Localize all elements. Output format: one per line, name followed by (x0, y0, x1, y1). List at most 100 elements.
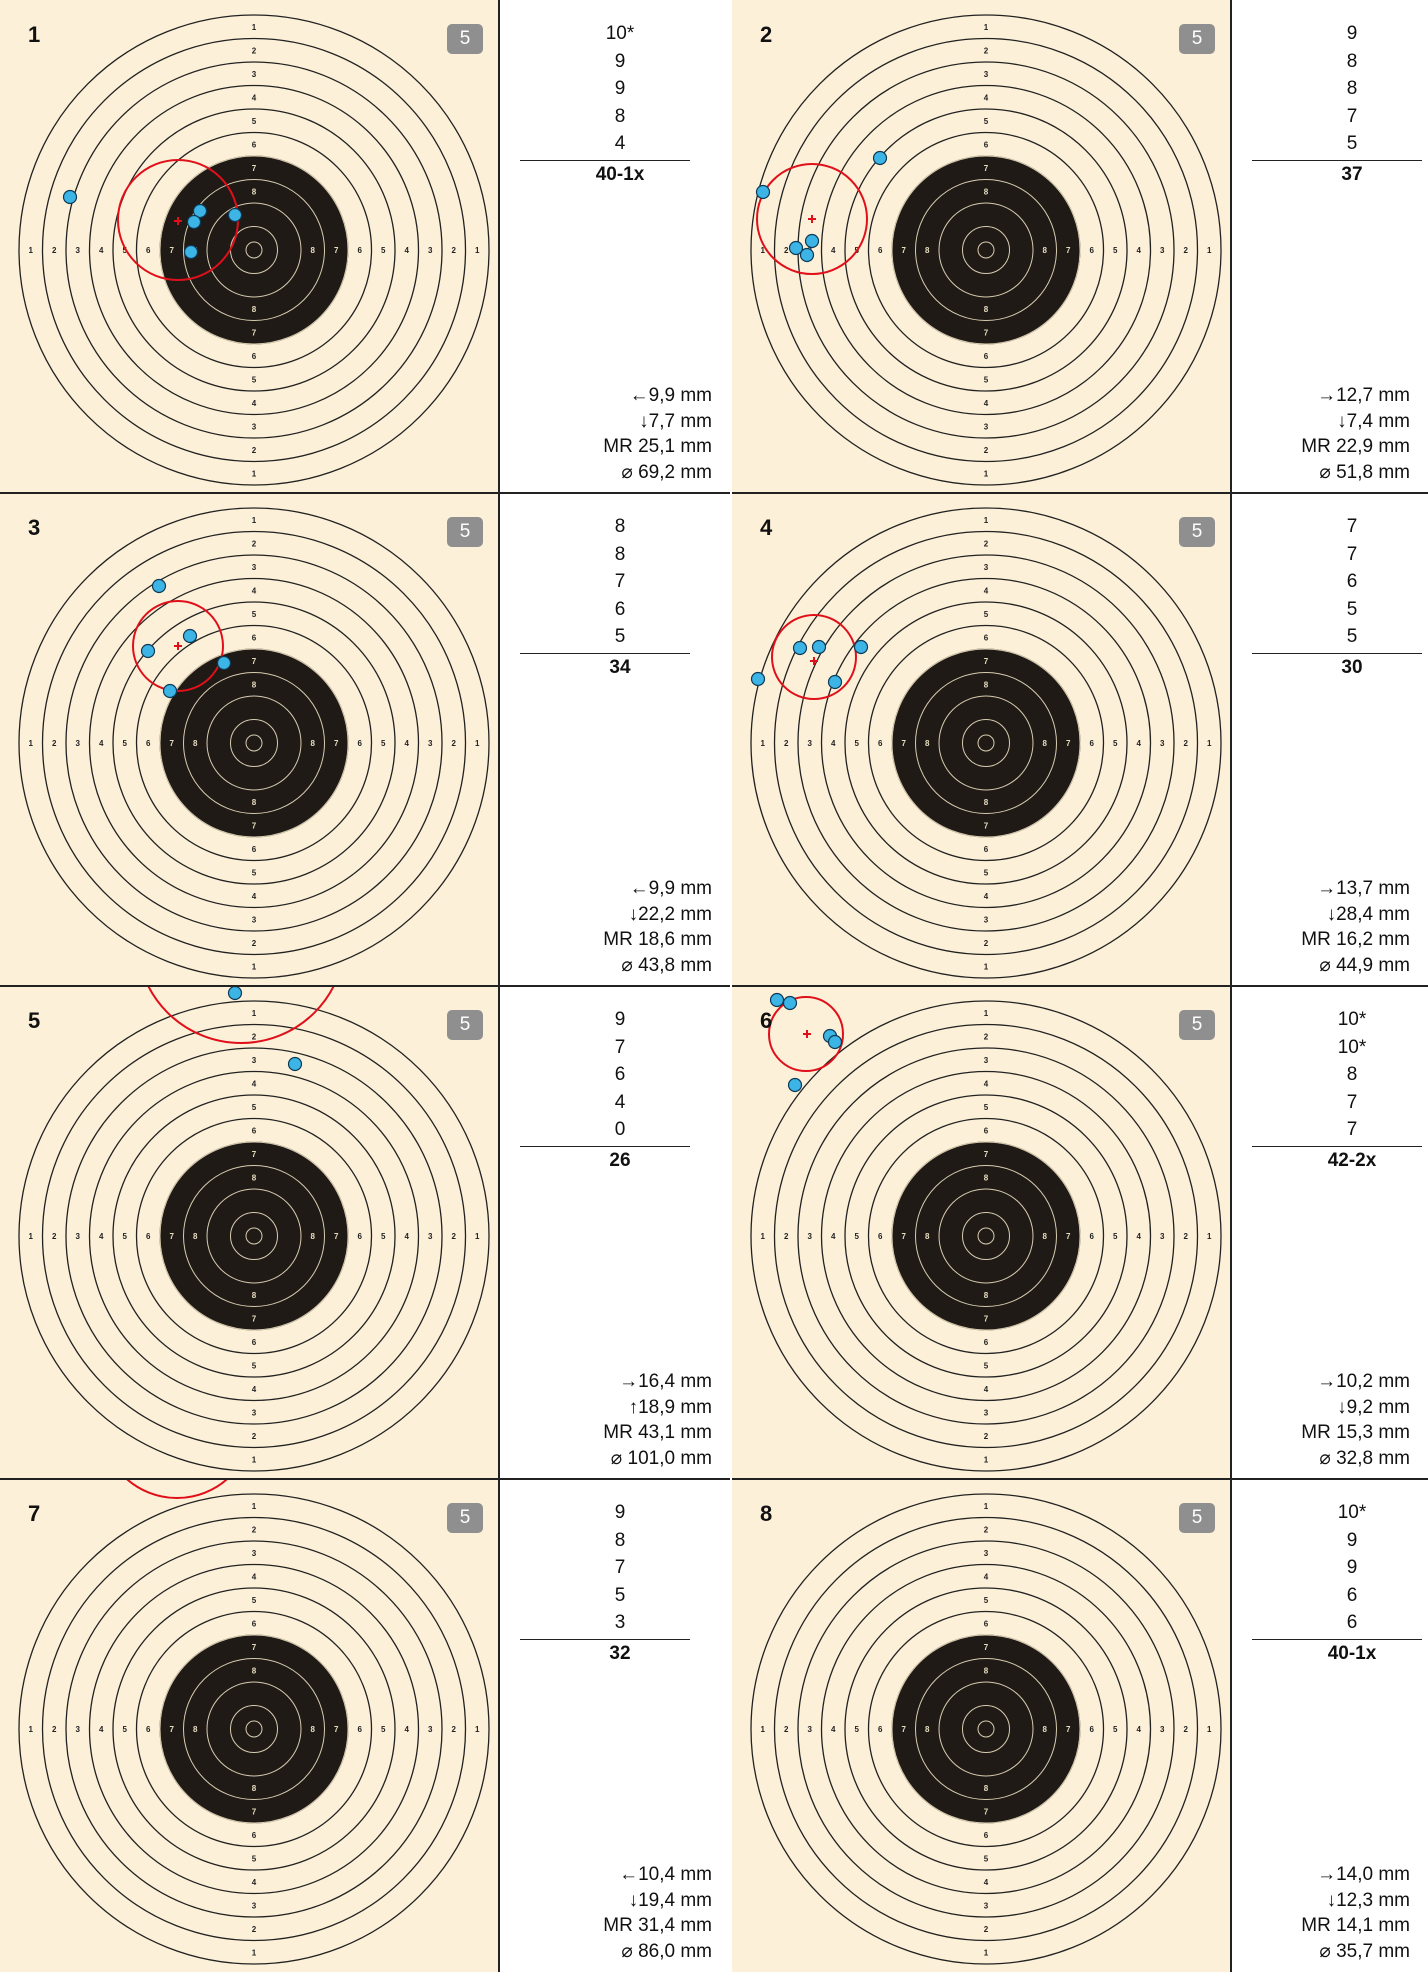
shot-score: 9 (1346, 23, 1358, 44)
ring-label: 3 (984, 1056, 989, 1065)
ring-label: 5 (1113, 246, 1118, 255)
group-stats: →10,2 mm ↓9,2 mm MR 15,3 mm ⌀ 32,8 mm (1301, 1369, 1410, 1471)
group-diameter: ⌀ 43,8 mm (621, 954, 712, 976)
ring-label: 7 (334, 246, 339, 255)
ring-label: 1 (252, 23, 257, 32)
ring-label: 2 (1184, 739, 1189, 748)
vertical-offset: ↓7,7 mm (639, 410, 712, 432)
ring-label: 7 (334, 1725, 339, 1734)
ring-label: 2 (452, 1725, 457, 1734)
total-rule (1252, 1145, 1422, 1147)
ring-label: 6 (984, 1831, 989, 1840)
shot-score: 7 (1346, 543, 1358, 565)
group-diameter: ⌀ 32,8 mm (1319, 1447, 1410, 1469)
ring-6 (135, 624, 373, 862)
target-area: 1111222233334444555566667777888825 (732, 0, 1232, 493)
score-column: 9 8 8 7 5 37 →12,7 mm ↓7,4 mm MR 22,9 mm ⌀ 51,8 m… (1232, 0, 1428, 493)
inner-ring-10 (962, 719, 1010, 767)
ring-label: 1 (984, 1948, 989, 1957)
shot-count-badge: 5 (1179, 1503, 1215, 1533)
shot-hole (183, 244, 199, 260)
shot-score: 9 (1346, 1529, 1358, 1551)
ring-label: 4 (252, 586, 257, 595)
inner-ten (245, 241, 263, 259)
shot-score: 8 (614, 516, 626, 537)
inner-ring-7 (891, 648, 1081, 838)
ring-label: 4 (984, 1878, 989, 1887)
ring-3 (797, 1047, 1175, 1425)
ring-label: 4 (984, 892, 989, 901)
ring-label: 4 (99, 1725, 104, 1734)
ring-label: 7 (334, 739, 339, 748)
ring-label: 3 (252, 915, 257, 924)
ring-label: 2 (252, 539, 257, 548)
shot-score: 5 (1346, 133, 1358, 154)
shot-hole (787, 1077, 803, 1093)
group-diameter: ⌀ 35,7 mm (1319, 1940, 1410, 1962)
inner-ring-10 (962, 1212, 1010, 1260)
ring-label: 3 (252, 1549, 257, 1558)
ring-label: 3 (1160, 1725, 1165, 1734)
ring-label: 7 (252, 1150, 257, 1159)
ring-label: 7 (984, 1150, 989, 1159)
shot-hole (192, 203, 208, 219)
ring-label: 4 (405, 1725, 410, 1734)
ring-label: 4 (831, 246, 836, 255)
horizontal-offset: →13,7 mm (1317, 878, 1410, 899)
ring-label: 4 (831, 739, 836, 748)
ring-label: 7 (252, 328, 257, 337)
shot-scores: 9 8 8 7 5 37 (1252, 20, 1422, 189)
ring-label: 2 (252, 1032, 257, 1041)
target-area: 1111222233334444555566667777888815 (0, 0, 500, 493)
ring-label: 1 (475, 246, 480, 255)
row-divider (0, 492, 1428, 494)
shot-score: 10* (1337, 1009, 1367, 1030)
ring-label: 1 (761, 739, 766, 748)
ring-label: 7 (170, 246, 175, 255)
total-rule (520, 1638, 690, 1640)
mean-radius: MR 18,6 mm (603, 929, 712, 950)
series-number: 7 (28, 1501, 41, 1526)
ring-label: 3 (984, 1408, 989, 1417)
ring-label: 3 (252, 1408, 257, 1417)
ring-label: 3 (76, 739, 81, 748)
score-column: 10* 9 9 8 4 40-1x ←9,9 mm ↓7,7 mm MR 25,1 mm ⌀ 69… (500, 0, 730, 493)
ring-label: 1 (984, 516, 989, 525)
ring-label: 7 (984, 1314, 989, 1323)
ring-label: 2 (1184, 1232, 1189, 1241)
inner-ten (245, 1227, 263, 1245)
ring-label: 6 (252, 140, 257, 149)
target-face: 1 1 1 1 2 2 2 2 3 3 3 3 4 4 4 4 5 5 5 5 6 6 6 6 7 7 7 7 8 8 8 8 (750, 507, 1222, 979)
ring-3 (797, 554, 1175, 932)
ring-label: 8 (252, 1784, 257, 1793)
inner-ring-10 (230, 1212, 278, 1260)
vertical-offset: ↓7,4 mm (1337, 410, 1410, 432)
ring-label: 7 (252, 1314, 257, 1323)
target-face: 1 1 1 1 2 2 2 2 3 3 3 3 4 4 4 4 5 5 5 5 6 6 6 6 7 7 7 7 8 8 8 8 (750, 992, 1222, 1472)
inner-ring-9 (206, 1188, 302, 1284)
inner-ring-8 (183, 1165, 325, 1307)
shot-hole (872, 150, 888, 166)
ring-label: 4 (405, 739, 410, 748)
ring-label: 3 (252, 1901, 257, 1910)
group-center-cross (174, 642, 182, 650)
shot-score: 6 (1346, 1612, 1358, 1633)
inner-ring-8 (183, 672, 325, 814)
ring-label: 8 (984, 305, 989, 314)
inner-ring-8 (915, 672, 1057, 814)
ring-label: 4 (984, 1385, 989, 1394)
row-divider (0, 1478, 1428, 1480)
inner-ring-9 (938, 1188, 1034, 1284)
ring-label: 4 (252, 1385, 257, 1394)
ring-label: 7 (984, 1807, 989, 1816)
shot-hole (750, 671, 766, 687)
ring-label: 2 (984, 46, 989, 55)
ring-label: 5 (984, 375, 989, 384)
ring-label: 7 (1066, 1232, 1071, 1241)
group-diameter: ⌀ 86,0 mm (621, 1940, 712, 1962)
shot-hole (162, 683, 178, 699)
shot-score: 7 (1346, 1091, 1358, 1113)
ring-label: 8 (984, 1173, 989, 1182)
ring-label: 6 (252, 352, 257, 361)
